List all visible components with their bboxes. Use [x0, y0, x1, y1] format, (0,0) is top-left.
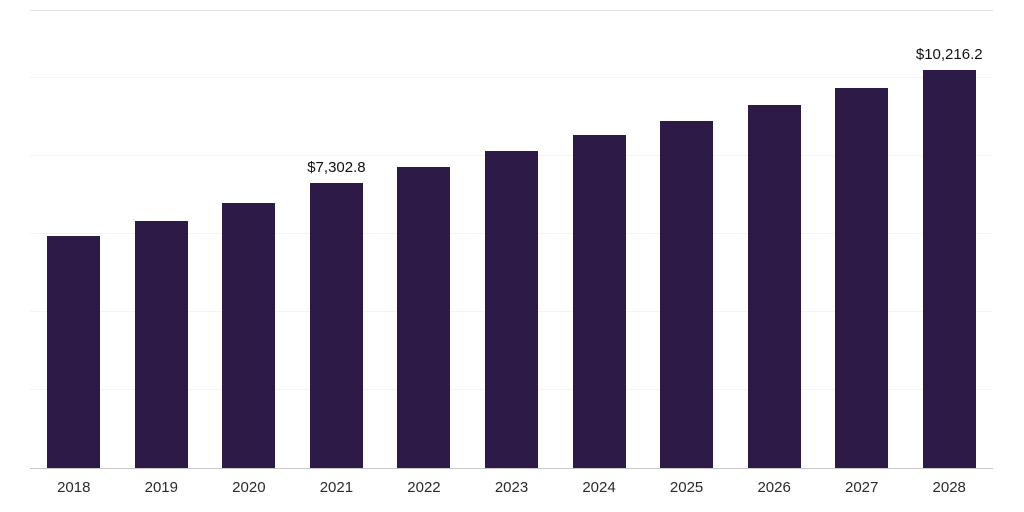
bar-2018 — [47, 236, 101, 468]
x-axis-label-2027: 2027 — [844, 479, 879, 496]
bar-2019 — [134, 220, 188, 468]
x-axis-label-2026: 2026 — [757, 479, 791, 496]
x-axis-label-2023: 2023 — [494, 479, 529, 496]
plot-area: $7,302.8 $10,216.2 — [30, 10, 993, 468]
bar-2025 — [660, 121, 714, 468]
bar-2022 — [397, 167, 451, 468]
bar-2023 — [485, 151, 538, 468]
x-axis-label-2020: 2020 — [232, 479, 266, 496]
bar-2021 — [309, 183, 363, 468]
gridline — [30, 77, 993, 79]
bar-2027 — [835, 87, 889, 468]
x-axis-label-2025: 2025 — [669, 479, 704, 496]
bar-value-label-2021: $7,302.8 — [307, 159, 366, 177]
bar-value-label-2028: $10,216.2 — [915, 45, 983, 63]
bar-2020 — [222, 202, 276, 468]
x-axis-label-2028: 2028 — [932, 479, 966, 496]
x-axis-label-2024: 2024 — [582, 479, 616, 496]
bar-2026 — [747, 105, 801, 468]
x-axis-label-2019: 2019 — [144, 479, 178, 496]
x-axis-label-2018: 2018 — [57, 479, 91, 496]
x-axis-line — [30, 468, 993, 469]
x-axis-label-2021: 2021 — [319, 479, 354, 496]
bar-2028 — [922, 69, 976, 468]
bar-2024 — [572, 135, 626, 468]
chart-top-border — [30, 10, 993, 11]
x-axis-label-2022: 2022 — [407, 479, 441, 496]
